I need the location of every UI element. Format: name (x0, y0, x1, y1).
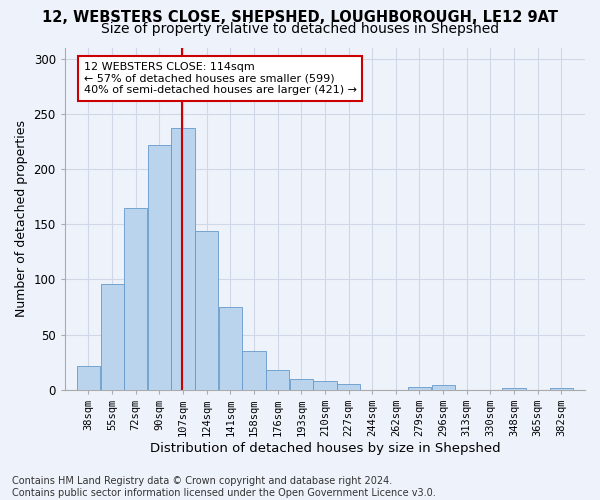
Bar (502, 388, 526, 390)
Bar (337, 384, 360, 390)
Bar (172, 128, 194, 390)
Bar (290, 379, 313, 390)
Bar (219, 307, 242, 390)
Text: 12 WEBSTERS CLOSE: 114sqm
← 57% of detached houses are smaller (599)
40% of semi: 12 WEBSTERS CLOSE: 114sqm ← 57% of detac… (84, 62, 357, 95)
Bar (195, 231, 218, 390)
Bar (408, 386, 431, 390)
X-axis label: Distribution of detached houses by size in Shepshed: Distribution of detached houses by size … (149, 442, 500, 455)
Bar (124, 208, 148, 390)
Y-axis label: Number of detached properties: Number of detached properties (15, 120, 28, 317)
Bar (242, 352, 266, 390)
Text: 12, WEBSTERS CLOSE, SHEPSHED, LOUGHBOROUGH, LE12 9AT: 12, WEBSTERS CLOSE, SHEPSHED, LOUGHBOROU… (42, 10, 558, 25)
Bar (77, 366, 100, 390)
Bar (313, 381, 337, 390)
Bar (550, 388, 573, 390)
Bar (101, 284, 124, 390)
Bar (431, 386, 455, 390)
Text: Size of property relative to detached houses in Shepshed: Size of property relative to detached ho… (101, 22, 499, 36)
Bar (148, 144, 171, 390)
Bar (266, 370, 289, 390)
Text: Contains HM Land Registry data © Crown copyright and database right 2024.
Contai: Contains HM Land Registry data © Crown c… (12, 476, 436, 498)
